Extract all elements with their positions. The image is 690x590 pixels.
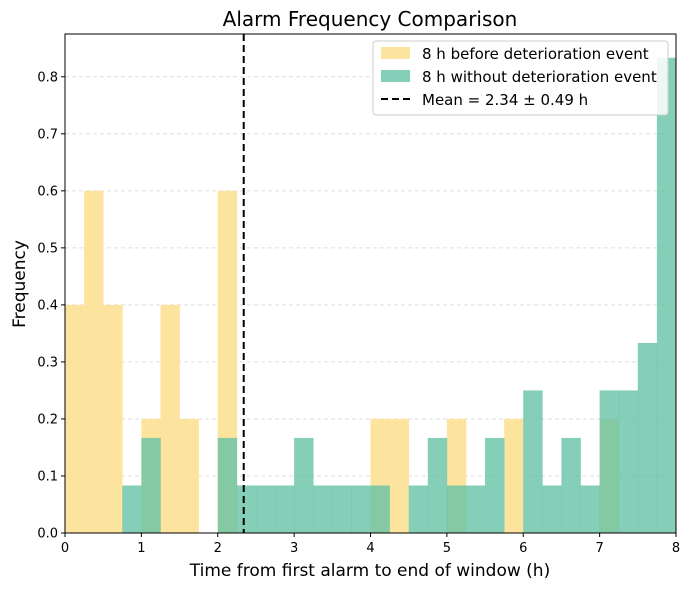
y-axis-ticks: 0.0 0.1 0.2 0.3 0.4 0.5 0.6 0.7 0.8 (37, 70, 65, 542)
x-tick-label: 6 (519, 541, 527, 556)
bar-without-event (427, 437, 448, 533)
bar-before-event (389, 418, 409, 533)
bar-without-event (408, 485, 429, 533)
x-tick-label: 0 (61, 541, 69, 556)
bar-without-event (542, 485, 562, 533)
bar-before-event (103, 304, 123, 533)
x-tick-label: 5 (443, 541, 451, 556)
y-axis-label: Frequency (10, 240, 30, 328)
bar-without-event (275, 485, 295, 533)
legend-swatch-without-event (381, 70, 410, 82)
bar-without-event (141, 437, 161, 533)
bar-without-event (485, 437, 505, 533)
bar-without-event (618, 390, 639, 533)
bar-before-event (65, 304, 85, 533)
bar-without-event (217, 437, 238, 533)
bar-without-event (656, 57, 677, 533)
bar-without-event (561, 437, 581, 533)
x-axis-label: Time from first alarm to end of window (… (189, 561, 550, 581)
legend-label-before-event: 8 h before deterioration event (422, 45, 649, 63)
legend: 8 h before deterioration event 8 h witho… (372, 40, 669, 116)
x-axis-ticks: 0 1 2 3 4 5 6 7 8 (61, 533, 680, 556)
bar-without-event (313, 485, 333, 533)
y-tick-label: 0.4 (37, 298, 58, 313)
bar-without-event (637, 342, 658, 533)
x-tick-label: 3 (290, 541, 298, 556)
y-tick-label: 0.2 (37, 412, 58, 427)
bar-before-event (179, 418, 199, 533)
bar-without-event (236, 485, 257, 533)
x-tick-label: 2 (214, 541, 222, 556)
bar-without-event (523, 390, 543, 533)
x-tick-label: 7 (595, 541, 603, 556)
bar-without-event (580, 485, 600, 533)
x-tick-label: 8 (672, 541, 680, 556)
bar-before-event (160, 304, 180, 533)
x-tick-label: 1 (137, 541, 145, 556)
bar-before-event (84, 190, 104, 534)
y-tick-label: 0.6 (37, 184, 58, 199)
bar-without-event (255, 485, 276, 533)
y-tick-label: 0.1 (37, 469, 58, 484)
bar-without-event (351, 485, 371, 533)
chart-title: Alarm Frequency Comparison (223, 7, 518, 31)
bar-without-event (332, 485, 352, 533)
series-without-event-bars (122, 57, 677, 533)
bar-without-event (370, 485, 390, 533)
y-tick-label: 0.0 (37, 527, 58, 542)
y-tick-label: 0.8 (37, 70, 58, 85)
legend-box (372, 40, 669, 116)
legend-swatch-before-event (381, 47, 410, 59)
legend-label-without-event: 8 h without deterioration event (422, 68, 657, 86)
y-tick-label: 0.3 (37, 355, 58, 370)
bar-without-event (294, 437, 314, 533)
y-tick-label: 0.5 (37, 241, 58, 256)
x-tick-label: 4 (366, 541, 374, 556)
bar-before-event (504, 418, 524, 533)
bar-without-event (122, 485, 142, 533)
bar-without-event (599, 390, 620, 533)
y-tick-label: 0.7 (37, 127, 58, 142)
bar-without-event (446, 485, 467, 533)
bar-without-event (465, 485, 486, 533)
legend-label-mean: Mean = 2.34 ± 0.49 h (422, 91, 588, 109)
